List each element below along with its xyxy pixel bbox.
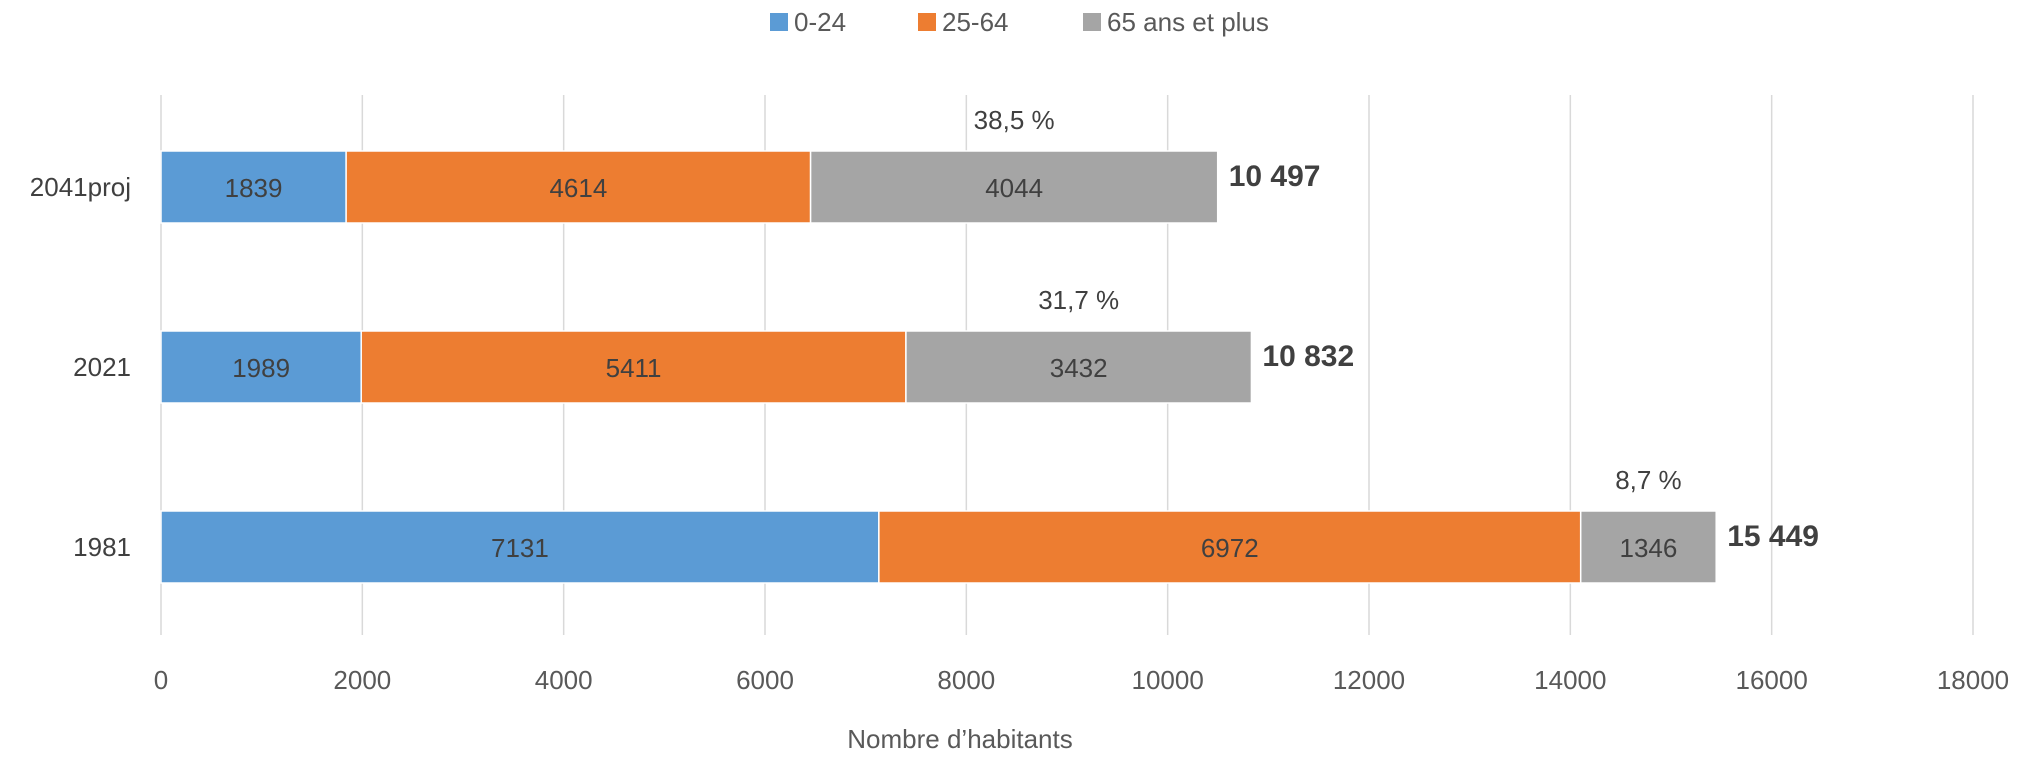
x-tick-label: 2000: [333, 665, 391, 695]
bar-value-label: 1989: [232, 353, 290, 383]
bar-value-label: 4614: [549, 173, 607, 203]
x-tick-label: 4000: [535, 665, 593, 695]
bar-value-label: 4044: [985, 173, 1043, 203]
bar-total-label: 10 832: [1262, 340, 1354, 373]
bar-value-label: 1346: [1620, 533, 1678, 563]
y-axis-categories: 2041proj 2021 1981: [30, 172, 131, 562]
legend-swatch: [1083, 13, 1101, 31]
y-category-label: 2021: [73, 352, 131, 382]
bar-segment: [1579, 510, 1717, 584]
x-tick-label: 10000: [1132, 665, 1204, 695]
bar-total-label: 15 449: [1727, 520, 1819, 553]
x-tick-label: 16000: [1736, 665, 1808, 695]
x-tick-label: 6000: [736, 665, 794, 695]
x-tick-label: 12000: [1333, 665, 1405, 695]
legend-label: 65 ans et plus: [1107, 7, 1269, 37]
legend-swatch: [770, 13, 788, 31]
bar-segment: [160, 330, 362, 404]
bar-value-label: 1839: [225, 173, 283, 203]
y-category-label: 2041proj: [30, 172, 131, 202]
legend-label: 25-64: [942, 7, 1009, 37]
legend-label: 0-24: [794, 7, 846, 37]
bar-segment: [345, 150, 812, 224]
bars: 1839 4614 4044 38,5 % 10 497 1989 5411 3432 31,7…: [160, 105, 1819, 584]
y-category-label: 1981: [73, 532, 131, 562]
legend: 0-24 25-64 65 ans et plus: [770, 7, 1269, 37]
x-tick-label: 18000: [1937, 665, 2009, 695]
percent-annotation: 8,7 %: [1615, 465, 1682, 495]
bar-value-label: 3432: [1050, 353, 1108, 383]
x-tick-label: 8000: [937, 665, 995, 695]
x-tick-label: 14000: [1534, 665, 1606, 695]
percent-annotation: 31,7 %: [1038, 285, 1119, 315]
x-axis-ticks: 0 2000 4000 6000 8000 10000 12000 14000 16000 180…: [154, 665, 2009, 695]
bar-value-label: 7131: [491, 533, 549, 563]
x-axis-title: Nombre d’habitants: [847, 724, 1072, 754]
bar-total-label: 10 497: [1229, 160, 1321, 193]
bar-value-label: 6972: [1201, 533, 1259, 563]
bar-segment: [160, 510, 880, 584]
bar-segment: [905, 330, 1253, 404]
bar-segment: [360, 330, 907, 404]
legend-swatch: [918, 13, 936, 31]
x-tick-label: 0: [154, 665, 168, 695]
bar-segment: [809, 150, 1219, 224]
bar-value-label: 5411: [606, 353, 662, 383]
percent-annotation: 38,5 %: [974, 105, 1055, 135]
